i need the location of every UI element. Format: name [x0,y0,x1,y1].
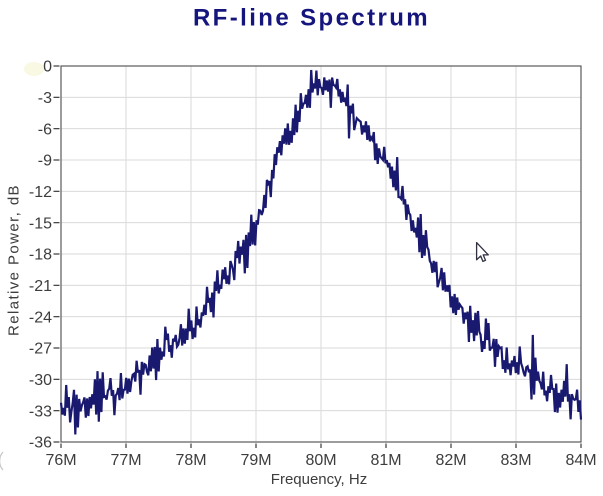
svg-text:Relative Power, dB: Relative Power, dB [6,184,23,336]
svg-text:-27: -27 [29,341,52,358]
svg-text:RF-line Spectrum: RF-line Spectrum [193,5,430,32]
svg-text:76M: 76M [45,452,76,469]
svg-text:-36: -36 [29,435,52,452]
svg-text:-33: -33 [29,403,52,420]
svg-text:-9: -9 [38,153,52,170]
svg-text:81M: 81M [370,452,401,469]
svg-text:77M: 77M [110,452,141,469]
svg-text:-24: -24 [29,309,52,326]
svg-text:-30: -30 [29,372,52,389]
svg-text:80M: 80M [305,452,336,469]
svg-text:-15: -15 [29,215,52,232]
svg-text:84M: 84M [565,452,596,469]
svg-text:78M: 78M [175,452,206,469]
svg-text:83M: 83M [500,452,531,469]
svg-text:Frequency, Hz: Frequency, Hz [271,471,367,488]
svg-text:0: 0 [43,59,52,76]
svg-text:82M: 82M [435,452,466,469]
svg-text:-18: -18 [29,247,52,264]
svg-text:79M: 79M [240,452,271,469]
svg-text:-21: -21 [29,278,52,295]
svg-text:-3: -3 [38,90,52,107]
svg-text:-6: -6 [38,121,52,138]
svg-text:-12: -12 [29,184,52,201]
